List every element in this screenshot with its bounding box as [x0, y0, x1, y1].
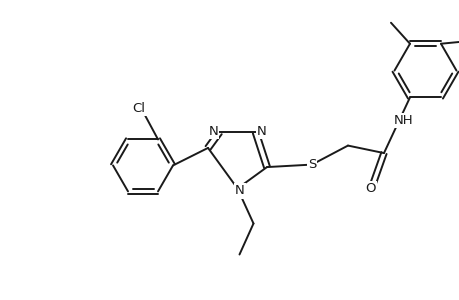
Text: S: S: [307, 158, 315, 171]
Text: O: O: [364, 182, 375, 195]
Text: Cl: Cl: [132, 102, 145, 115]
Text: N: N: [256, 125, 266, 138]
Text: N: N: [235, 184, 244, 197]
Text: NH: NH: [393, 114, 413, 127]
Text: N: N: [208, 125, 218, 138]
